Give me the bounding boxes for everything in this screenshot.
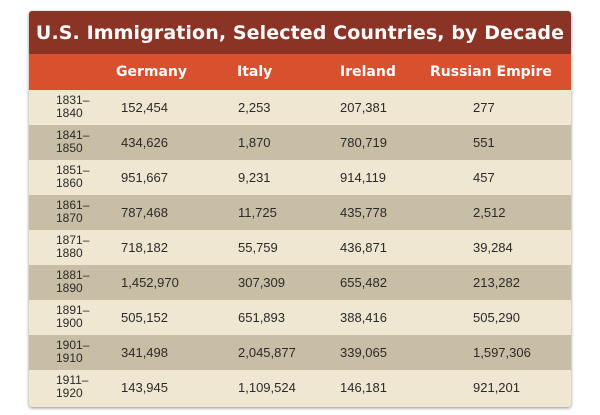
decade-cell: 1841–1850 xyxy=(56,128,90,155)
immigration-table: U.S. Immigration, Selected Countries, by… xyxy=(29,11,571,407)
italy-cell: 1,870 xyxy=(238,135,271,150)
russian-empire-cell: 921,201 xyxy=(473,380,520,395)
decade-cell: 1911–1920 xyxy=(56,373,89,400)
italy-cell: 307,309 xyxy=(238,275,285,290)
decade-cell: 1861–1870 xyxy=(56,198,90,225)
table-row: 1901–1910 341,498 2,045,877 339,065 1,597,30… xyxy=(29,335,571,370)
ireland-cell: 339,065 xyxy=(340,345,387,360)
table-row: 1831–1840 152,454 2,253 207,381 277 xyxy=(29,90,571,125)
ireland-cell: 207,381 xyxy=(340,100,387,115)
italy-cell: 9,231 xyxy=(238,170,271,185)
column-header-row: Germany Italy Ireland Russian Empire xyxy=(29,54,571,90)
table-row: 1881–1890 1,452,970 307,309 655,482 213,282 xyxy=(29,265,571,300)
italy-cell: 55,759 xyxy=(238,240,278,255)
germany-cell: 434,626 xyxy=(121,135,168,150)
italy-cell: 1,109,524 xyxy=(238,380,296,395)
table-row: 1841–1850 434,626 1,870 780,719 551 xyxy=(29,125,571,160)
russian-empire-cell: 39,284 xyxy=(473,240,513,255)
germany-cell: 152,454 xyxy=(121,100,168,115)
column-header-russian-empire: Russian Empire xyxy=(430,64,552,80)
russian-empire-cell: 457 xyxy=(473,170,495,185)
table-row: 1871–1880 718,182 55,759 436,871 39,284 xyxy=(29,230,571,265)
table-title: U.S. Immigration, Selected Countries, by… xyxy=(29,11,571,54)
ireland-cell: 435,778 xyxy=(340,205,387,220)
decade-cell: 1891–1900 xyxy=(56,303,90,330)
ireland-cell: 146,181 xyxy=(340,380,387,395)
germany-cell: 1,452,970 xyxy=(121,275,179,290)
ireland-cell: 436,871 xyxy=(340,240,387,255)
decade-cell: 1851–1860 xyxy=(56,163,90,190)
ireland-cell: 914,119 xyxy=(340,170,387,185)
column-header-ireland: Ireland xyxy=(340,64,396,80)
germany-cell: 718,182 xyxy=(121,240,168,255)
table-row: 1851–1860 951,667 9,231 914,119 457 xyxy=(29,160,571,195)
ireland-cell: 655,482 xyxy=(340,275,387,290)
russian-empire-cell: 277 xyxy=(473,100,495,115)
table-row: 1861–1870 787,468 11,725 435,778 2,512 xyxy=(29,195,571,230)
table-body: 1831–1840 152,454 2,253 207,381 277 1841–1850… xyxy=(29,90,571,405)
germany-cell: 787,468 xyxy=(121,205,168,220)
germany-cell: 341,498 xyxy=(121,345,168,360)
decade-cell: 1881–1890 xyxy=(56,268,90,295)
ireland-cell: 780,719 xyxy=(340,135,387,150)
russian-empire-cell: 1,597,306 xyxy=(473,345,531,360)
decade-cell: 1901–1910 xyxy=(56,338,90,365)
germany-cell: 951,667 xyxy=(121,170,168,185)
italy-cell: 2,253 xyxy=(238,100,271,115)
ireland-cell: 388,416 xyxy=(340,310,387,325)
italy-cell: 2,045,877 xyxy=(238,345,296,360)
russian-empire-cell: 213,282 xyxy=(473,275,520,290)
table-row: 1891–1900 505,152 651,893 388,416 505,290 xyxy=(29,300,571,335)
column-header-italy: Italy xyxy=(237,64,273,80)
russian-empire-cell: 2,512 xyxy=(473,205,506,220)
column-header-germany: Germany xyxy=(116,64,188,80)
russian-empire-cell: 505,290 xyxy=(473,310,520,325)
italy-cell: 651,893 xyxy=(238,310,285,325)
russian-empire-cell: 551 xyxy=(473,135,495,150)
germany-cell: 505,152 xyxy=(121,310,168,325)
table-row: 1911–1920 143,945 1,109,524 146,181 921,201 xyxy=(29,370,571,405)
germany-cell: 143,945 xyxy=(121,380,168,395)
italy-cell: 11,725 xyxy=(238,205,277,220)
decade-cell: 1831–1840 xyxy=(56,93,90,120)
decade-cell: 1871–1880 xyxy=(56,233,90,260)
